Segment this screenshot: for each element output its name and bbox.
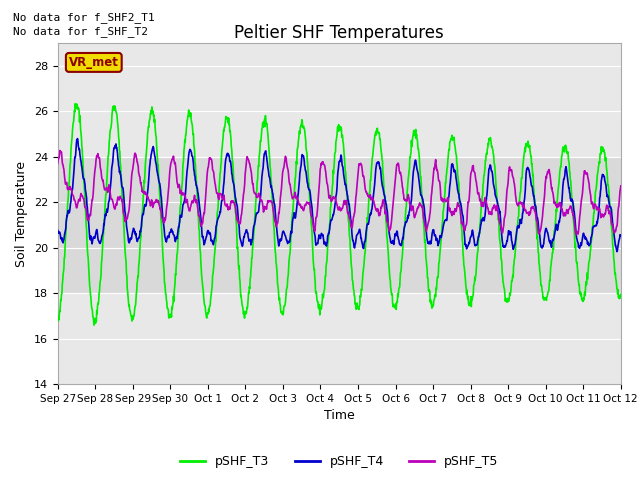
- Bar: [58, 157, 621, 293]
- pSHF_T5: [243, 161, 250, 167]
- pSHF_T4: [550, 233, 558, 239]
- Line: pSHF_T5: pSHF_T5: [58, 151, 621, 235]
- Line: pSHF_T4: pSHF_T4: [58, 139, 621, 252]
- Text: No data for f_SHF_T2: No data for f_SHF_T2: [13, 26, 148, 37]
- Legend: pSHF_T3, pSHF_T4, pSHF_T5: pSHF_T3, pSHF_T4, pSHF_T5: [175, 450, 503, 473]
- pSHF_T4: [74, 136, 81, 142]
- pSHF_T5: [427, 199, 435, 204]
- pSHF_T4: [179, 201, 187, 207]
- pSHF_T4: [427, 240, 435, 246]
- pSHF_T3: [501, 293, 509, 299]
- pSHF_T5: [550, 201, 558, 206]
- pSHF_T4: [54, 227, 61, 233]
- pSHF_T5: [54, 161, 61, 167]
- X-axis label: Time: Time: [324, 409, 355, 422]
- Text: VR_met: VR_met: [69, 56, 119, 69]
- pSHF_T3: [180, 156, 188, 161]
- pSHF_T3: [428, 299, 435, 305]
- pSHF_T5: [166, 172, 173, 178]
- pSHF_T3: [166, 312, 174, 318]
- pSHF_T4: [500, 244, 508, 250]
- pSHF_T5: [500, 215, 508, 220]
- pSHF_T3: [90, 322, 98, 328]
- pSHF_T3: [72, 101, 79, 107]
- Text: No data for f_SHF2_T1: No data for f_SHF2_T1: [13, 12, 154, 23]
- Line: pSHF_T3: pSHF_T3: [58, 104, 621, 325]
- pSHF_T4: [617, 233, 625, 239]
- pSHF_T4: [613, 249, 621, 254]
- Y-axis label: Soil Temperature: Soil Temperature: [15, 161, 28, 266]
- pSHF_T4: [166, 229, 173, 235]
- pSHF_T3: [54, 318, 61, 324]
- pSHF_T3: [551, 228, 559, 234]
- Title: Peltier SHF Temperatures: Peltier SHF Temperatures: [234, 24, 444, 42]
- pSHF_T3: [243, 308, 250, 313]
- pSHF_T4: [243, 227, 250, 233]
- pSHF_T5: [617, 183, 625, 189]
- pSHF_T5: [56, 148, 64, 154]
- pSHF_T5: [179, 191, 187, 197]
- pSHF_T5: [572, 232, 580, 238]
- pSHF_T3: [617, 291, 625, 297]
